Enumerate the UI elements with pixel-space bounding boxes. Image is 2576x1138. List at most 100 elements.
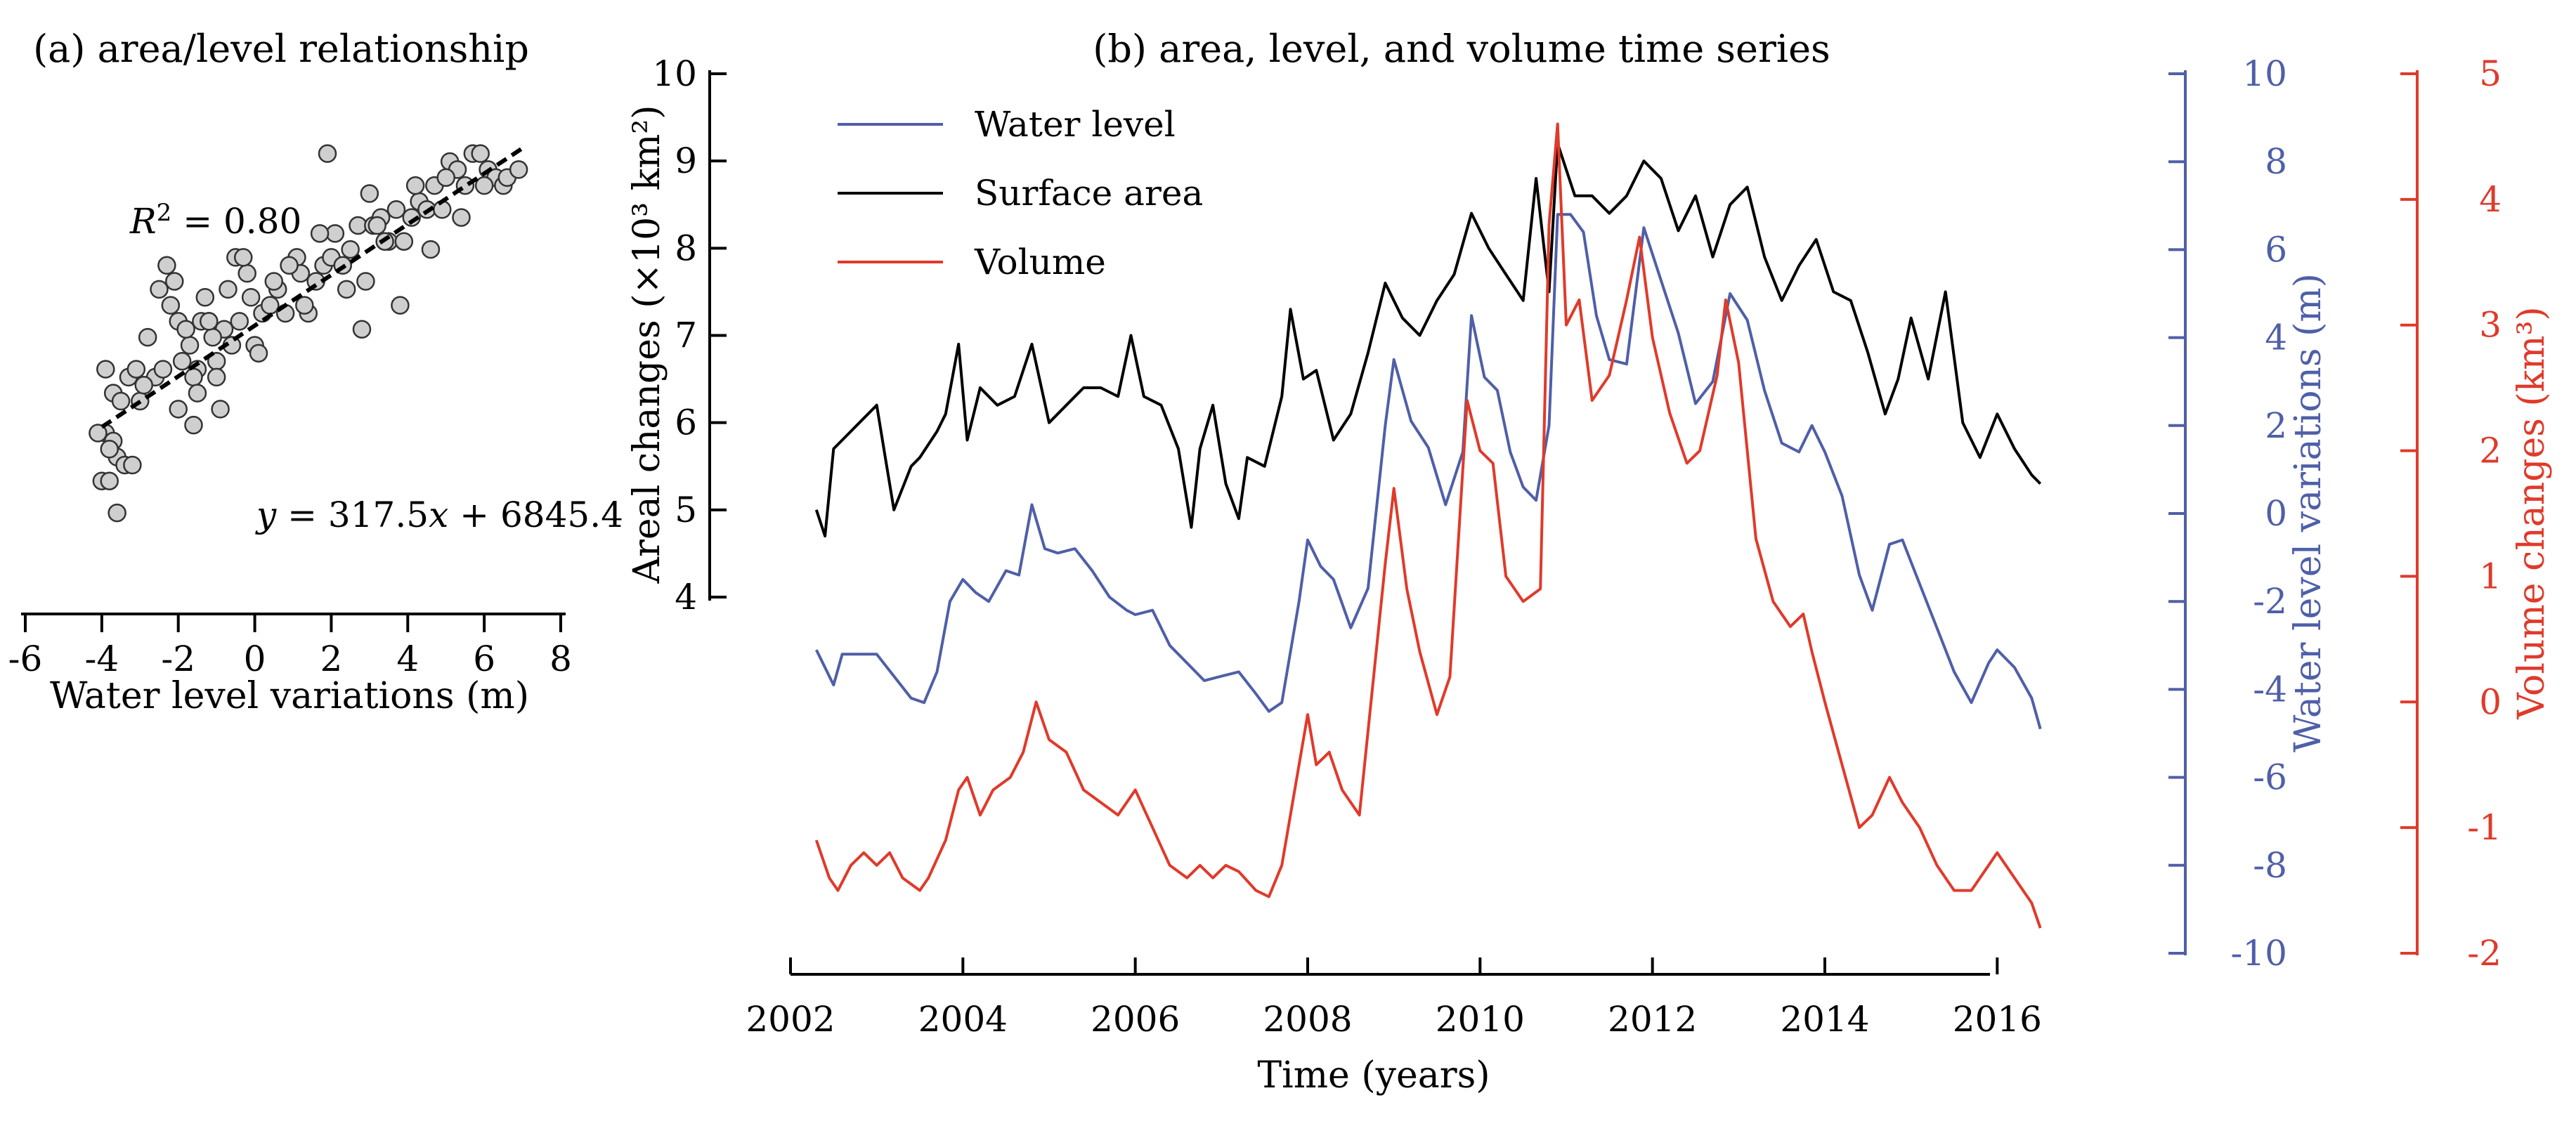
x-tick-label: -4 [84,639,119,679]
scatter-point [360,184,379,203]
time-x-tick-label: 2010 [1436,999,1525,1040]
scatter-point [200,312,219,331]
scatter-point [295,296,314,315]
legend-label-volume: Volume [974,242,1106,282]
scatter-point [172,351,192,371]
scatter-point [123,455,142,475]
scatter-point [509,160,528,179]
series-line-water-level [815,213,2042,730]
panel-a-equation: y = 317.5x + 6845.4 [255,495,623,535]
scatter-point [402,208,421,227]
scatter-point [188,384,207,403]
panel-b: (b) area, level, and volume time series … [626,27,2553,1097]
legend: Water level Surface area Volume [838,104,1203,282]
scatter-point [150,280,169,299]
scatter-point [310,224,330,243]
r2-superscript: 2 [157,199,172,227]
scatter-point [280,256,299,275]
left-y-tick-label: 4 [675,577,697,617]
x-tick-label: -2 [161,639,195,679]
scatter-point [203,327,222,347]
left-y-tick-label: 9 [675,140,697,181]
x-tick-label: 6 [473,639,495,679]
water-level-y-ticks: -10 -8 -6 -4 -2 0 2 4 6 8 10 [2168,53,2287,974]
volume-y-ticks: -2 -1 0 1 2 3 4 5 [2400,53,2502,974]
scatter-point [138,327,157,347]
panel-a-title: (a) area/level relationship [33,27,529,71]
time-x-ticks: 2002 2004 2006 2008 2010 2012 2014 2016 [746,957,2042,1040]
r2-symbol: R [129,201,157,242]
right1-y-tick-label: -10 [2230,933,2287,974]
scatter-point [126,360,146,379]
scatter-point [394,232,414,251]
time-x-tick-label: 2016 [1953,999,2042,1040]
scatter-point [264,272,284,291]
scatter-point [391,296,410,315]
left-y-tick-label: 6 [675,403,697,443]
time-x-tick-label: 2008 [1263,999,1352,1040]
scatter-point [386,200,406,219]
scatter-point [161,296,181,315]
scatter-point [219,280,238,299]
scatter-point [134,376,153,395]
scatter-point [341,240,360,259]
time-x-tick-label: 2004 [918,999,1008,1040]
panel-a: (a) area/level relationship -6 -4 -2 0 2 4 6 8 … [8,27,623,717]
scatter-point [96,360,115,379]
scatter-point [180,336,200,355]
right1-y-tick-label: 2 [2265,405,2287,446]
right2-y-tick-label: -2 [2467,933,2502,974]
r2-value: = 0.80 [171,201,301,242]
panel-a-points [89,144,528,523]
right2-y-tick-label: 5 [2479,53,2502,94]
scatter-point [249,344,268,363]
eq-x: x [429,495,448,535]
scatter-point [241,288,261,307]
scatter-point [325,224,345,243]
scatter-point [238,263,256,283]
right2-y-tick-label: 3 [2479,305,2502,346]
right1-y-tick-label: 0 [2265,493,2287,534]
water-level-y-label: Water level variations (m) [2287,273,2329,752]
scatter-point [165,272,184,291]
eq-slope: = 317.5 [276,495,429,535]
scatter-point [89,424,108,443]
time-x-tick-label: 2006 [1091,999,1180,1040]
x-tick-label: 2 [320,639,343,679]
time-x-tick-label: 2014 [1780,999,1869,1040]
x-tick-label: 0 [244,639,266,679]
scatter-point [405,176,425,195]
scatter-point [230,312,249,331]
volume-y-label: Volume changes (km³) [2511,306,2553,719]
scatter-point [436,168,455,188]
scatter-point [471,144,490,163]
time-x-tick-label: 2012 [1608,999,1697,1040]
right2-y-tick-label: 1 [2479,556,2502,596]
left-y-label: Areal changes (×10³ km²) [626,105,668,584]
scatter-point [367,216,386,235]
series-line-surface-area [814,142,2042,538]
legend-label-water-level: Water level [975,104,1176,145]
scatter-point [153,360,173,379]
scatter-point [337,280,356,299]
scatter-point [211,400,230,419]
panel-a-fit-line [100,146,524,429]
scatter-point [100,471,119,490]
legend-label-surface-area: Surface area [975,173,1203,214]
time-x-tick-label: 2002 [746,999,835,1040]
panel-a-x-label: Water level variations (m) [50,675,529,717]
scatter-point [176,320,195,339]
scatter-point [421,240,441,259]
scatter-point [207,367,226,387]
scatter-point [356,272,375,291]
eq-rest: + 6845.4 [448,495,623,535]
right1-y-tick-label: 6 [2265,229,2287,270]
right2-y-tick-label: -1 [2467,807,2502,848]
panel-b-title: (b) area, level, and volume time series [1093,27,1830,71]
scatter-point [233,248,253,267]
x-tick-label: -6 [8,639,43,679]
right1-y-tick-label: -4 [2253,669,2287,709]
eq-y: y [255,495,277,535]
right2-y-tick-label: 0 [2479,681,2502,722]
